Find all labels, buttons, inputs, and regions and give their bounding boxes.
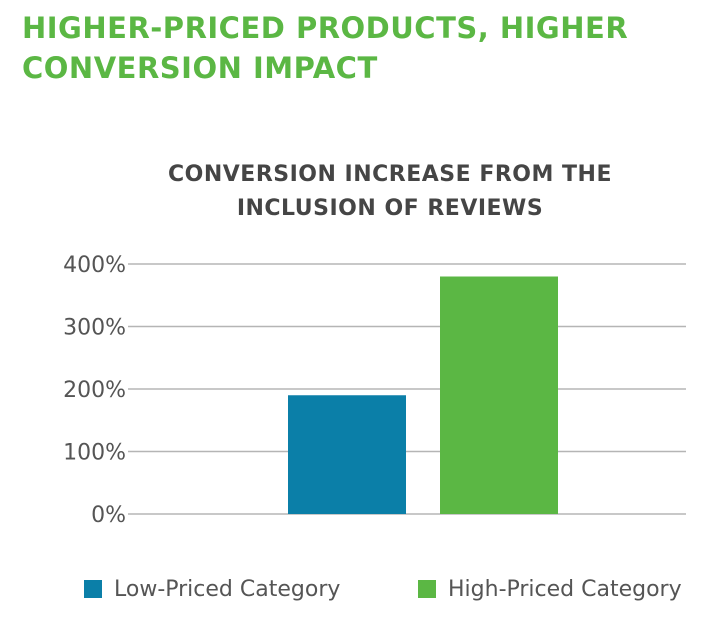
legend-swatch-low-priced: [84, 580, 102, 598]
legend-swatch-high-priced: [418, 580, 436, 598]
page-title: HIGHER-PRICED PRODUCTS, HIGHER CONVERSIO…: [22, 8, 682, 88]
legend-item-high-priced: High-Priced Category: [418, 572, 682, 606]
grid-lines: [128, 263, 686, 515]
y-axis-ticks: 0% 100% 200% 300% 400%: [63, 253, 126, 528]
legend-label-low-priced: Low-Priced Category: [114, 576, 341, 602]
bar-high-priced: [440, 276, 558, 514]
chart-title: CONVERSION INCREASE FROM THE INCLUSION O…: [130, 158, 650, 226]
y-tick-label-100: 100%: [63, 441, 126, 466]
page-title-line-2: CONVERSION IMPACT: [22, 51, 378, 85]
chart-legend: Low-Priced Category High-Priced Category: [0, 572, 716, 606]
y-tick-label-400: 400%: [63, 253, 126, 278]
legend-item-low-priced: Low-Priced Category: [84, 572, 340, 606]
page-title-line-1: HIGHER-PRICED PRODUCTS, HIGHER: [22, 11, 629, 45]
bars: [288, 276, 558, 514]
y-tick-label-0: 0%: [91, 503, 126, 528]
y-tick-label-300: 300%: [63, 316, 126, 341]
legend-label-high-priced: High-Priced Category: [448, 576, 682, 602]
chart-title-line-1: CONVERSION INCREASE FROM THE: [168, 162, 612, 187]
y-tick-label-200: 200%: [63, 378, 126, 403]
bar-low-priced: [288, 395, 406, 514]
chart-title-line-2: INCLUSION OF REVIEWS: [236, 196, 544, 221]
